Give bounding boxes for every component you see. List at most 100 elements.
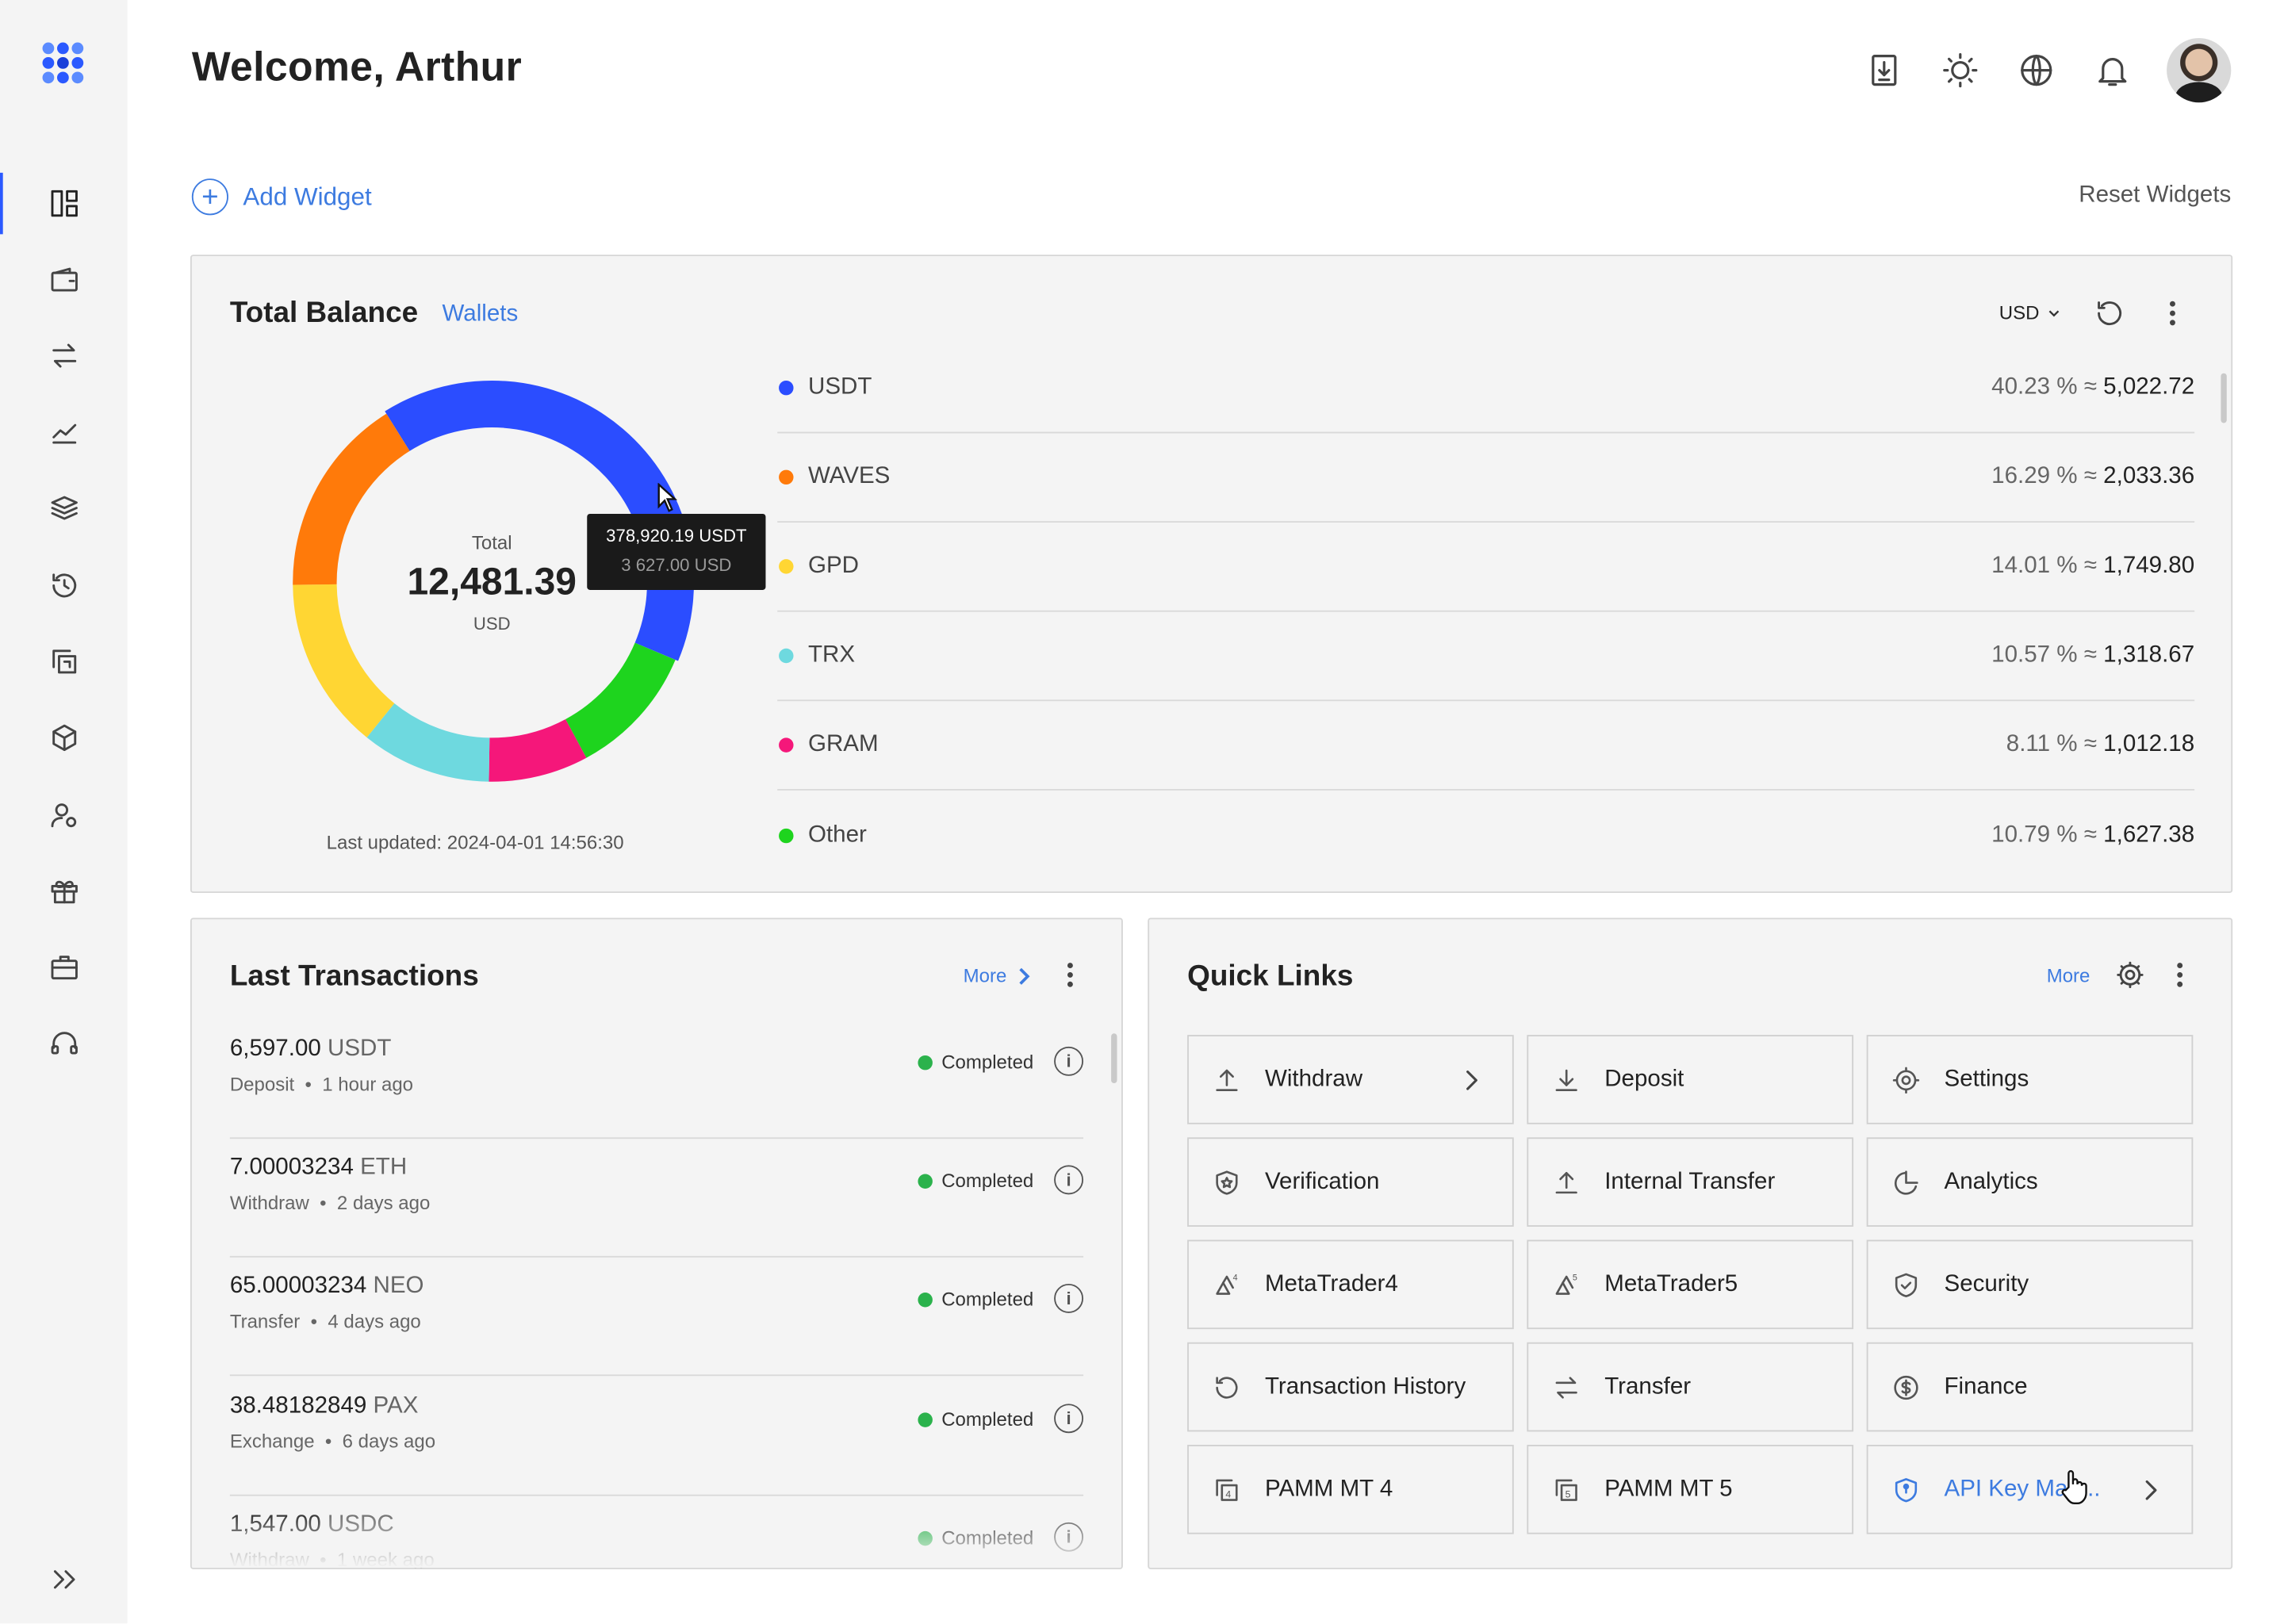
currency-select[interactable]: USD [1999, 301, 2063, 324]
quick-link-analytics[interactable]: Analytics [1866, 1137, 2194, 1227]
donut-segment-gpd[interactable] [293, 584, 395, 738]
list-fade [191, 1509, 1122, 1568]
quick-link-label: Analytics [1944, 1169, 2038, 1194]
quick-link-verification[interactable]: Verification [1187, 1137, 1514, 1227]
sidebar-item-support[interactable] [0, 1010, 128, 1078]
transaction-row[interactable]: 6,597.00 USDT Deposit • 1 hour ago Compl… [229, 1022, 1084, 1139]
donut-segment-other[interactable] [565, 642, 676, 758]
legend-row[interactable]: GPD 14.01 % ≈ 1,749.80 [777, 523, 2195, 612]
asset-percent: 10.79 % [1991, 822, 2078, 847]
donut-segment-gram[interactable] [489, 718, 587, 782]
theme-toggle-button[interactable] [1938, 48, 1982, 92]
info-icon[interactable]: i [1054, 1165, 1084, 1195]
donut-segment-usdt[interactable] [385, 380, 695, 661]
transactions-menu-button[interactable] [1051, 956, 1089, 994]
reset-widgets-button[interactable]: Reset Widgets [2079, 182, 2232, 209]
legend-scrollbar[interactable] [2221, 373, 2227, 423]
status-dot [918, 1292, 933, 1307]
balance-menu-button[interactable] [2153, 294, 2191, 332]
quick-link-metatrader4[interactable]: 4 MetaTrader4 [1187, 1239, 1514, 1330]
pamm4-icon: 4 [1216, 1478, 1238, 1500]
quick-link-pamm-mt-5[interactable]: 5 PAMM MT 5 [1527, 1445, 1854, 1534]
last-updated: Last updated: 2024-04-01 14:56:30 [326, 831, 624, 854]
sidebar-item-portfolio[interactable] [0, 934, 128, 1002]
quick-link-label: Finance [1944, 1373, 2028, 1399]
upload-icon [1216, 1068, 1238, 1091]
gear-icon [2117, 961, 2144, 989]
legend-row[interactable]: WAVES 16.29 % ≈ 2,033.36 [777, 433, 2195, 523]
refresh-button[interactable] [2090, 294, 2129, 332]
donut-center: Total 12,481.39 USD [265, 356, 719, 810]
transaction-row[interactable]: 7.00003234 ETH Withdraw • 2 days ago Com… [229, 1140, 1084, 1258]
info-icon[interactable]: i [1054, 1404, 1084, 1434]
quick-link-transaction-history[interactable]: Transaction History [1187, 1342, 1514, 1432]
sidebar-expand-button[interactable] [0, 1545, 128, 1613]
quick-link-metatrader5[interactable]: 5 MetaTrader5 [1527, 1239, 1854, 1330]
total-unit: USD [473, 613, 511, 634]
tx-amount-line: 65.00003234 NEO [230, 1274, 424, 1300]
download-app-button[interactable] [1862, 48, 1906, 92]
quick-link-transfer[interactable]: Transfer [1527, 1342, 1854, 1432]
add-widget-button[interactable]: + Add Widget [191, 178, 372, 216]
tx-time: 2 days ago [336, 1191, 431, 1214]
user-settings-icon [50, 803, 76, 828]
quick-link-internal-transfer[interactable]: Internal Transfer [1527, 1137, 1854, 1227]
sidebar-item-layers[interactable] [0, 474, 128, 542]
asset-value: 1,627.38 [2103, 822, 2195, 847]
quick-links-more-link[interactable]: More [2047, 965, 2090, 987]
quick-link-api-key-man[interactable]: API Key Man... [1866, 1445, 2194, 1534]
sidebar-item-wallet[interactable] [0, 246, 128, 313]
transaction-row[interactable]: 65.00003234 NEO Transfer • 4 days ago Co… [229, 1259, 1084, 1377]
quick-links-menu-button[interactable] [2161, 956, 2199, 994]
legend-row[interactable]: TRX 10.57 % ≈ 1,318.67 [777, 612, 2195, 702]
transaction-row[interactable]: 38.48182849 PAX Exchange • 6 days ago Co… [229, 1379, 1084, 1496]
legend-row[interactable]: GRAM 8.11 % ≈ 1,012.18 [777, 701, 2195, 791]
legend-row[interactable]: USDT 40.23 % ≈ 5,022.72 [777, 344, 2195, 434]
tx-currency: USDT [328, 1036, 392, 1062]
tx-amount-line: 38.48182849 PAX [230, 1393, 419, 1419]
quick-link-security[interactable]: Security [1866, 1239, 2194, 1330]
donut-segment-trx[interactable] [366, 703, 490, 782]
gear-icon [1892, 1066, 1920, 1094]
quick-link-settings[interactable]: Settings [1866, 1035, 2194, 1124]
quick-link-pamm-mt-4[interactable]: 4 PAMM MT 4 [1187, 1445, 1514, 1534]
tx-meta: Deposit • 1 hour ago [229, 1073, 414, 1095]
transactions-more-link[interactable]: More [964, 965, 1030, 986]
sidebar-item-transfer[interactable] [0, 322, 128, 389]
sidebar-item-analytics[interactable] [0, 398, 128, 465]
quick-link-withdraw[interactable]: Withdraw [1187, 1035, 1514, 1124]
wallets-link[interactable]: Wallets [442, 301, 519, 327]
shield-check-icon [1895, 1272, 1918, 1297]
legend-dot [779, 827, 794, 843]
quick-links-settings-button[interactable] [2111, 956, 2149, 994]
notifications-button[interactable] [2090, 48, 2134, 92]
info-icon[interactable]: i [1054, 1283, 1084, 1313]
legend-dot [779, 559, 794, 574]
sidebar-item-profile[interactable] [0, 782, 128, 849]
chevron-right-icon [2145, 1480, 2157, 1500]
tx-meta: Transfer • 4 days ago [229, 1310, 421, 1332]
asset-percent: 40.23 % [1991, 374, 2078, 400]
asset-share: 14.01 % ≈ 1,749.80 [1991, 553, 2195, 579]
chart-icon [52, 423, 76, 444]
sidebar-item-history[interactable] [0, 552, 128, 619]
total-value: 12,481.39 [407, 559, 577, 603]
widget-title: Total Balance [229, 297, 419, 330]
logo-icon[interactable] [42, 42, 84, 84]
tx-time: 6 days ago [342, 1430, 436, 1453]
tx-amount: 7.00003234 [229, 1155, 354, 1180]
avatar[interactable] [2167, 37, 2232, 103]
sidebar [0, 0, 128, 1624]
donut-segment-waves[interactable] [293, 413, 410, 585]
transactions-scrollbar[interactable] [1111, 1033, 1117, 1084]
info-icon[interactable]: i [1054, 1046, 1084, 1076]
quick-link-deposit[interactable]: Deposit [1527, 1035, 1854, 1124]
sidebar-item-products[interactable] [0, 704, 128, 772]
language-button[interactable] [2014, 48, 2058, 92]
legend-row[interactable]: Other 10.79 % ≈ 1,627.38 [777, 791, 2194, 880]
tx-type: Withdraw [229, 1191, 309, 1214]
sidebar-item-rewards[interactable] [0, 858, 128, 925]
sidebar-item-dashboard[interactable] [0, 170, 128, 237]
sidebar-item-pamm[interactable] [0, 628, 128, 695]
quick-link-finance[interactable]: Finance [1866, 1342, 2194, 1432]
